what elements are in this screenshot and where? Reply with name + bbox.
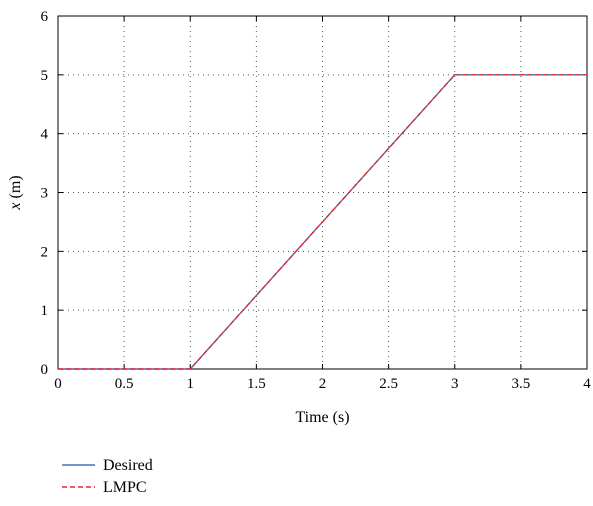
y-axis-label-unit: (m) — [7, 175, 24, 202]
y-axis-label-variable: x — [7, 203, 24, 211]
x-tick-label: 3.5 — [512, 376, 531, 392]
y-tick-label: 5 — [41, 68, 49, 84]
x-tick-label: 1 — [187, 376, 195, 392]
x-tick-label: 2.5 — [379, 376, 398, 392]
x-tick-label: 3 — [451, 376, 459, 392]
series-lines — [58, 74, 587, 370]
x-tick-label: 0 — [54, 376, 62, 392]
legend: Desired LMPC — [62, 457, 153, 496]
y-tick-label: 6 — [41, 9, 49, 25]
legend-label-desired: Desired — [103, 457, 153, 474]
x-axis-label: Time (s) — [295, 409, 349, 426]
y-tick-label: 0 — [41, 362, 49, 378]
y-axis-label: x (m) — [7, 175, 24, 210]
x-tick-label: 4 — [583, 376, 591, 392]
legend-label-lmpc: LMPC — [103, 479, 147, 496]
x-tick-label: 0.5 — [115, 376, 134, 392]
x-tick-label: 2 — [319, 376, 327, 392]
series-line-lmpc — [58, 74, 587, 370]
axis-ticks: 0 0.5 1 1.5 2 2.5 3 3.5 4 0 1 2 3 4 5 6 — [41, 9, 592, 392]
y-tick-label: 4 — [41, 127, 49, 143]
y-tick-label: 2 — [41, 244, 49, 260]
grid — [58, 16, 587, 369]
y-tick-label: 1 — [41, 303, 49, 319]
y-tick-label: 3 — [41, 186, 49, 202]
x-tick-label: 1.5 — [247, 376, 266, 392]
